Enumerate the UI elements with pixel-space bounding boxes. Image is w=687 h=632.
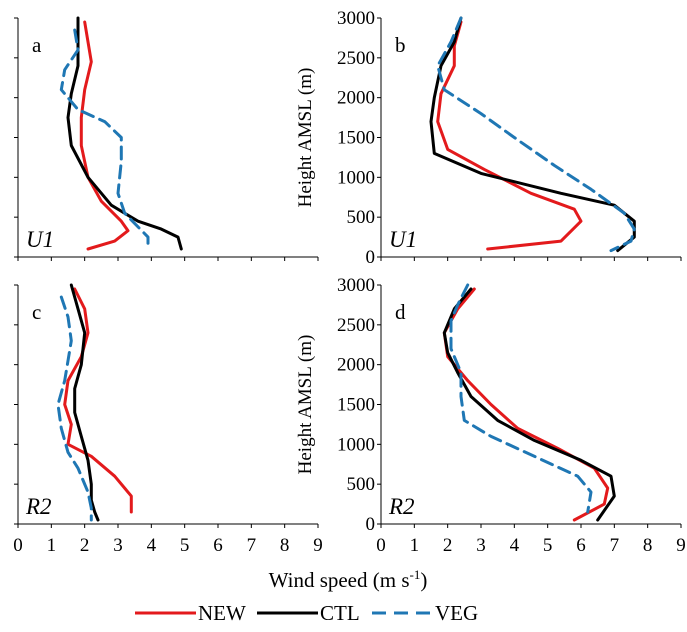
x-tick-label-d: 1 bbox=[410, 535, 420, 556]
series-new-line-d bbox=[442, 287, 610, 522]
y-axis-title-b: Height AMSL (m) bbox=[295, 68, 316, 208]
y-tick-label-d: 3000 bbox=[337, 275, 375, 296]
y-tick-label-d: 2000 bbox=[337, 355, 375, 376]
x-tick-label-d: 5 bbox=[543, 535, 553, 556]
x-tick-label-c: 2 bbox=[80, 535, 90, 556]
y-tick-label-b: 2000 bbox=[337, 88, 375, 109]
y-tick-label-d: 1500 bbox=[337, 395, 375, 416]
y-tick-label-b: 500 bbox=[347, 207, 376, 228]
x-tick-label-c: 9 bbox=[313, 535, 323, 556]
panel-b: 0 500 1000 1500 2000 2500 3000 Height AMSL (m) b… bbox=[295, 8, 682, 268]
y-tick-label-d: 2500 bbox=[337, 315, 375, 336]
x-tick-label-c: 6 bbox=[213, 535, 223, 556]
y-axis-title-d: Height AMSL (m) bbox=[295, 335, 316, 475]
x-tick-label-d: 0 bbox=[376, 535, 386, 556]
case-label-a: U1 bbox=[26, 227, 54, 252]
x-tick-label-d: 6 bbox=[576, 535, 586, 556]
series-ctl-line-a bbox=[66, 16, 183, 251]
panel-d: 0 500 1000 1500 2000 2500 3000 0 1 2 3 4 5 6 7 8 9 Height… bbox=[295, 275, 686, 556]
legend: NEW CTL VEG bbox=[135, 601, 478, 625]
x-tick-label-c: 0 bbox=[13, 535, 23, 556]
panel-c: 0 1 2 3 4 5 6 7 8 9 c R2 bbox=[13, 283, 323, 556]
y-tick-label-b: 3000 bbox=[337, 8, 375, 29]
series-ctl-line-b bbox=[429, 16, 636, 253]
x-tick-label-d: 2 bbox=[443, 535, 453, 556]
case-label-c: R2 bbox=[25, 494, 52, 519]
series-veg-line-d bbox=[449, 283, 593, 514]
case-label-d: R2 bbox=[388, 494, 415, 519]
y-tick-label-b: 1000 bbox=[337, 167, 375, 188]
series-new-line-c bbox=[63, 287, 133, 514]
x-tick-label-c: 1 bbox=[47, 535, 57, 556]
y-tick-label-b: 0 bbox=[366, 247, 376, 268]
series-new-line-a bbox=[79, 20, 130, 251]
x-tick-label-c: 4 bbox=[147, 535, 157, 556]
series-new-line-b bbox=[436, 20, 583, 251]
legend-label-ctl: CTL bbox=[320, 601, 360, 625]
x-tick-label-c: 5 bbox=[180, 535, 190, 556]
series-ctl-line-c bbox=[69, 283, 100, 522]
series-veg-line-a bbox=[59, 28, 150, 251]
x-axis-title: Wind speed (m s-1) bbox=[269, 567, 428, 592]
panel-letter-d: d bbox=[395, 300, 406, 324]
y-tick-label-b: 1500 bbox=[337, 128, 375, 149]
x-tick-label-d: 4 bbox=[510, 535, 520, 556]
series-veg-line-b bbox=[436, 16, 636, 253]
panel-letter-a: a bbox=[32, 33, 42, 57]
panel-a: a U1 bbox=[14, 16, 319, 261]
x-tick-label-c: 8 bbox=[280, 535, 290, 556]
panel-letter-c: c bbox=[32, 300, 41, 324]
y-tick-label-b: 2500 bbox=[337, 48, 375, 69]
series-ctl-line-d bbox=[442, 287, 616, 522]
series-veg-line-c bbox=[56, 295, 93, 522]
x-tick-label-c: 7 bbox=[247, 535, 257, 556]
x-tick-label-c: 3 bbox=[113, 535, 123, 556]
legend-label-new: NEW bbox=[198, 601, 246, 625]
y-tick-label-d: 1000 bbox=[337, 434, 375, 455]
y-tick-label-d: 0 bbox=[366, 514, 376, 535]
legend-label-veg: VEG bbox=[435, 601, 478, 625]
y-tick-label-d: 500 bbox=[347, 474, 376, 495]
x-tick-label-d: 3 bbox=[476, 535, 486, 556]
x-tick-label-d: 9 bbox=[676, 535, 686, 556]
x-tick-label-d: 8 bbox=[643, 535, 653, 556]
panel-letter-b: b bbox=[395, 33, 406, 57]
case-label-b: U1 bbox=[389, 227, 417, 252]
x-tick-label-d: 7 bbox=[610, 535, 620, 556]
